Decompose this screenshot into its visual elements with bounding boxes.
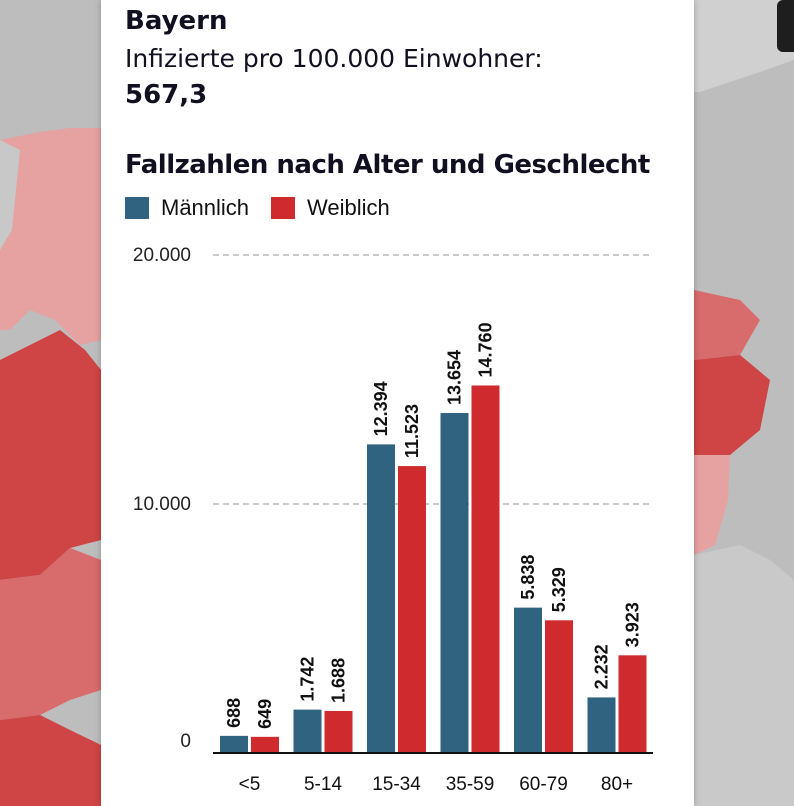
map-region[interactable] [694,545,794,806]
map-region[interactable] [694,355,770,455]
x-tick-label: 5-14 [304,774,342,795]
info-panel: Bayern Infizierte pro 100.000 Einwohner:… [101,0,694,806]
close-button[interactable] [777,0,794,52]
data-label: 1.742 [298,657,318,702]
map-region[interactable] [694,0,794,92]
data-label: 1.688 [329,658,349,703]
legend-item-male[interactable]: Männlich [125,195,249,221]
bar-male [587,697,616,753]
chart-legend: Männlich Weiblich [125,195,412,221]
x-tick-label: 80+ [601,774,633,795]
x-tick-label: 15-34 [372,774,421,795]
incidence-label: Infizierte pro 100.000 Einwohner: [125,44,543,73]
legend-swatch-female [271,197,296,219]
bar-chart: 0 10.000 20.000 688 649 <5 1.742 1.688 5-14 12.39… [133,245,653,795]
region-title: Bayern [125,6,228,36]
map-region[interactable] [0,128,101,345]
bar-female [251,736,279,753]
bar-female [471,385,500,753]
map-region[interactable] [694,290,760,360]
bar-male [367,444,395,753]
map-region[interactable] [694,455,730,555]
x-tick-label: 60-79 [519,774,568,795]
map-region[interactable] [0,140,20,250]
bar-male [220,735,248,753]
data-label: 649 [255,699,275,729]
chart-title: Fallzahlen nach Alter und Geschlecht [125,150,650,180]
bar-male [293,709,322,753]
map-region[interactable] [0,330,101,580]
bar-female [398,466,426,753]
data-label: 3.923 [623,602,643,647]
y-tick-label: 0 [180,731,191,752]
legend-item-female[interactable]: Weiblich [271,195,390,221]
data-label: 13.654 [445,350,465,405]
bar-female [618,655,647,753]
data-label: 2.232 [592,644,612,689]
data-label: 5.838 [518,555,538,600]
legend-label-female: Weiblich [307,195,390,220]
incidence-value: 567,3 [125,80,208,110]
x-tick-label: <5 [239,774,261,795]
y-tick-label: 10.000 [133,494,191,515]
legend-label-male: Männlich [161,195,250,220]
data-label: 14.760 [476,322,496,377]
bar-male [514,607,542,753]
bar-female [324,710,353,753]
data-label: 688 [224,698,244,728]
data-label: 11.523 [402,404,422,458]
data-label: 5.329 [549,567,569,612]
legend-swatch-male [125,197,149,219]
y-tick-label: 20.000 [133,245,191,266]
bar-female [545,620,573,753]
map-region[interactable] [0,548,101,720]
data-label: 12.394 [371,381,391,436]
x-tick-label: 35-59 [446,774,495,795]
bar-male [440,413,469,753]
map-region[interactable] [0,715,101,806]
